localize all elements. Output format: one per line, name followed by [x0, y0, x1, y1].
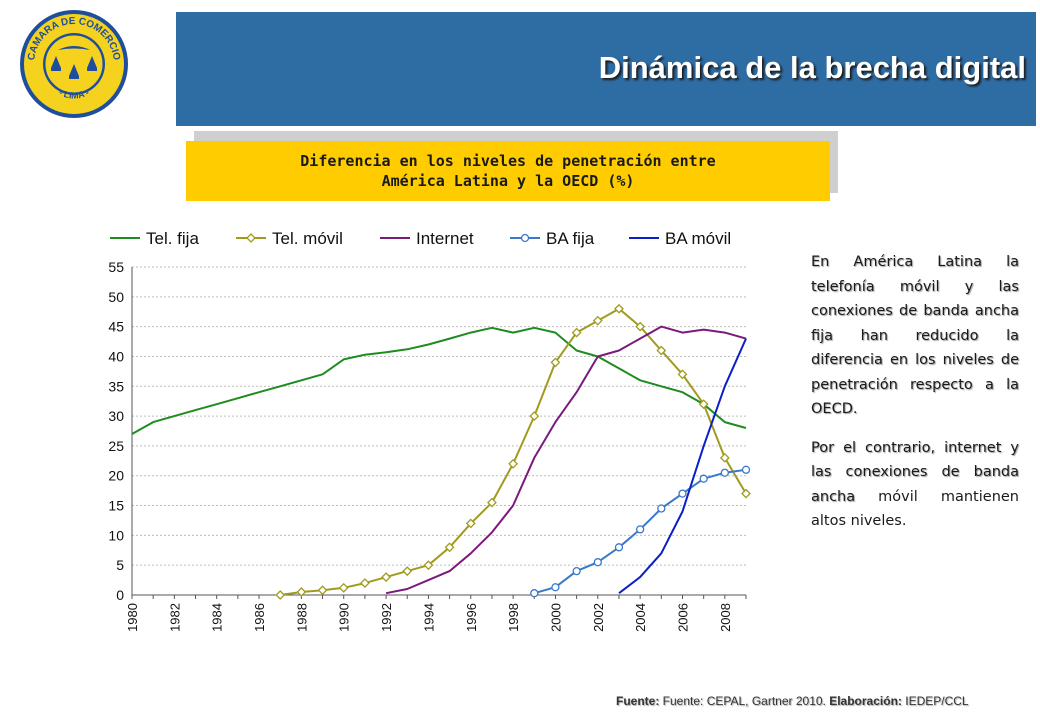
x-tick-label: 2006	[675, 603, 690, 632]
source-label: Fuente:	[616, 694, 660, 708]
data-point-tel-m-vil	[614, 303, 624, 314]
svg-text:- LIMA -: - LIMA -	[57, 87, 90, 100]
x-tick-label: 2008	[718, 603, 733, 632]
y-tick-label: 15	[108, 498, 124, 514]
data-point-tel-m-vil	[381, 572, 391, 583]
data-point-tel-m-vil	[487, 497, 497, 508]
data-point-ba-fija	[635, 525, 645, 534]
y-tick-label: 30	[108, 408, 124, 424]
page-title: Dinámica de la brecha digital	[598, 50, 1026, 85]
data-point-ba-fija	[657, 504, 666, 513]
legend-marker-tel-m-vil	[246, 233, 256, 243]
data-point-tel-m-vil	[465, 518, 476, 529]
legend-label-ba-m-vil: BA móvil	[665, 229, 731, 248]
data-point-tel-m-vil	[296, 587, 307, 597]
subtitle-line-1: Diferencia en los niveles de penetración…	[300, 152, 716, 170]
side-paragraph-2: Por el contrario, internet y las conexio…	[811, 436, 1019, 534]
series-line-tel-fija	[131, 326, 747, 435]
x-tick-label: 2002	[591, 603, 606, 632]
y-tick-label: 35	[108, 378, 124, 394]
crowns-icon	[51, 46, 97, 79]
y-tick-label: 5	[116, 557, 124, 573]
elaboration-label: Elaboración:	[829, 694, 902, 708]
data-point-ba-fija	[741, 465, 751, 474]
data-point-ba-fija	[614, 543, 624, 552]
data-point-ba-fija	[699, 474, 708, 483]
x-tick-label: 1984	[210, 603, 225, 632]
source-note: Fuente: Fuente: CEPAL, Gartner 2010. Ela…	[616, 694, 969, 708]
chart-subtitle: Diferencia en los niveles de penetración…	[186, 141, 830, 201]
data-point-tel-m-vil	[741, 488, 751, 499]
data-point-tel-m-vil	[444, 542, 455, 553]
data-point-ba-fija	[572, 566, 581, 576]
y-tick-label: 0	[116, 587, 124, 603]
data-point-tel-m-vil	[529, 411, 540, 422]
legend-label-tel-m-vil: Tel. móvil	[272, 229, 343, 248]
x-tick-label: 1980	[125, 603, 140, 632]
data-point-tel-m-vil	[317, 585, 328, 596]
y-tick-label: 40	[108, 348, 124, 364]
data-point-tel-m-vil	[571, 327, 582, 338]
data-point-ba-fija	[678, 489, 687, 498]
data-point-tel-m-vil	[656, 345, 667, 356]
x-tick-label: 1996	[464, 603, 479, 632]
line-chart: 0 5 10 15 20 25 30 35 40 45 50 55 1980 1982 1984 1986 19…	[108, 229, 751, 632]
data-point-tel-m-vil	[677, 369, 688, 380]
data-point-tel-m-vil	[719, 452, 730, 463]
data-point-tel-m-vil	[698, 399, 709, 410]
data-point-tel-m-vil	[402, 566, 413, 577]
y-tick-label: 55	[108, 259, 124, 275]
data-point-ba-fija	[593, 558, 602, 567]
y-tick-label: 20	[108, 468, 124, 484]
legend-marker-ba-fija	[520, 233, 530, 243]
x-tick-label: 1982	[167, 603, 182, 632]
source-text: Fuente: CEPAL, Gartner 2010.	[659, 694, 830, 708]
x-tick-label: 1986	[252, 603, 267, 632]
legend-label-internet: Internet	[416, 229, 474, 248]
series-line-tel-m-vil	[280, 307, 747, 596]
data-point-tel-m-vil	[423, 560, 434, 571]
data-point-tel-m-vil	[550, 357, 561, 368]
x-tick-label: 1990	[337, 603, 352, 632]
x-tick-label: 1988	[294, 603, 309, 632]
data-point-tel-m-vil	[508, 458, 519, 469]
y-tick-label: 10	[108, 527, 124, 543]
side-paragraph-2-a: Por el contrario, internet y las conexio…	[811, 439, 1019, 505]
chamber-logo: CAMARA DE COMERCIO - LIMA -	[20, 10, 128, 118]
data-point-tel-m-vil	[635, 321, 646, 332]
y-tick-label: 25	[108, 438, 124, 454]
x-tick-label: 1992	[379, 603, 394, 632]
elaboration-text: IEDEP/CCL	[901, 694, 969, 708]
data-point-ba-fija	[720, 468, 729, 477]
side-paragraph-2-b: móvil mantienen altos niveles.	[811, 488, 1019, 530]
data-point-tel-m-vil	[359, 578, 370, 588]
data-point-tel-m-vil	[275, 590, 286, 600]
data-point-tel-m-vil	[592, 315, 603, 326]
legend-label-ba-fija: BA fija	[546, 229, 595, 248]
legend-label-tel-fija: Tel. fija	[146, 229, 199, 248]
subtitle-line-2: América Latina y la OECD (%)	[381, 172, 635, 190]
x-tick-label: 2004	[633, 603, 648, 632]
series-line-ba-m-vil	[618, 338, 747, 594]
y-tick-label: 45	[108, 319, 124, 335]
x-tick-label: 1994	[421, 603, 436, 632]
header-bar: Dinámica de la brecha digital	[176, 12, 1036, 126]
series-line-internet	[385, 325, 747, 595]
side-text: En América Latina la telefonía móvil y l…	[811, 250, 1019, 548]
x-tick-label: 2000	[548, 603, 563, 632]
data-point-tel-m-vil	[338, 582, 349, 593]
x-tick-label: 1998	[506, 603, 521, 632]
y-tick-label: 50	[108, 289, 124, 305]
logo-text-bottom: - LIMA -	[57, 87, 90, 100]
data-point-ba-fija	[551, 583, 560, 592]
side-paragraph-1: En América Latina la telefonía móvil y l…	[811, 254, 1019, 417]
data-point-ba-fija	[530, 589, 539, 598]
